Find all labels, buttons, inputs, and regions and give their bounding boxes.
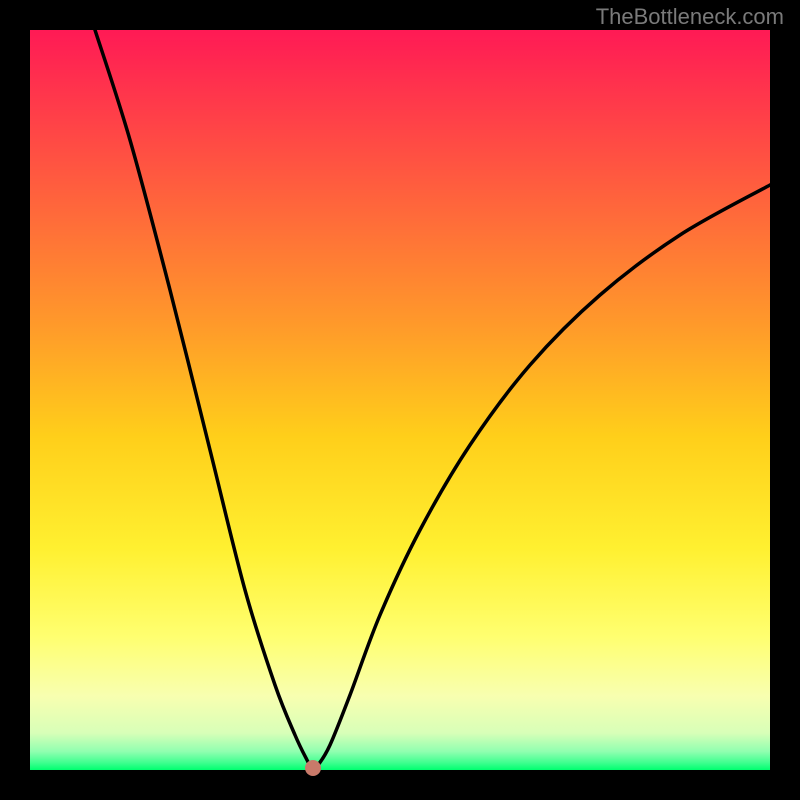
bottleneck-curve <box>30 30 770 770</box>
minimum-marker <box>305 760 321 776</box>
watermark-text: TheBottleneck.com <box>596 4 784 30</box>
chart-area <box>30 30 770 770</box>
